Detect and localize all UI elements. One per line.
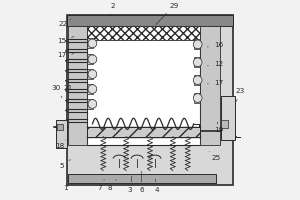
- Text: 3: 3: [128, 176, 133, 193]
- Bar: [87, 54, 93, 64]
- Bar: [68, 26, 87, 145]
- Bar: [220, 120, 229, 128]
- Bar: [194, 39, 200, 49]
- Text: 4: 4: [154, 179, 159, 193]
- Circle shape: [88, 85, 97, 93]
- Text: 21: 21: [64, 85, 79, 93]
- Bar: [194, 75, 200, 85]
- Text: 12: 12: [207, 61, 223, 67]
- Text: 16: 16: [207, 42, 223, 48]
- Bar: [87, 38, 93, 48]
- Circle shape: [193, 40, 202, 49]
- Bar: [87, 127, 200, 137]
- Text: 25: 25: [210, 152, 221, 161]
- Bar: [68, 174, 215, 183]
- Text: 7: 7: [97, 179, 104, 191]
- Text: 30: 30: [51, 85, 62, 98]
- Bar: [87, 84, 93, 94]
- Bar: [67, 15, 233, 26]
- Text: 29: 29: [156, 3, 178, 25]
- Text: 8: 8: [108, 179, 116, 191]
- Text: 5: 5: [59, 160, 70, 169]
- Bar: [200, 26, 220, 145]
- Bar: [67, 15, 233, 185]
- Bar: [194, 93, 200, 103]
- Circle shape: [193, 58, 202, 67]
- Bar: [194, 57, 200, 67]
- Bar: [87, 69, 93, 79]
- Bar: [57, 124, 63, 130]
- Bar: [220, 96, 236, 140]
- Text: 17: 17: [57, 52, 74, 58]
- Bar: [87, 26, 200, 145]
- Circle shape: [193, 94, 202, 102]
- Bar: [87, 99, 93, 109]
- Text: 2: 2: [110, 3, 116, 15]
- Circle shape: [88, 100, 97, 108]
- Bar: [87, 26, 200, 40]
- Circle shape: [88, 55, 97, 64]
- Text: 1: 1: [63, 185, 69, 191]
- Text: 23: 23: [236, 88, 245, 101]
- Text: 15: 15: [57, 36, 74, 44]
- Text: 18: 18: [55, 140, 66, 149]
- Text: 17: 17: [207, 80, 223, 86]
- Circle shape: [88, 39, 97, 48]
- Circle shape: [193, 76, 202, 85]
- Text: 6: 6: [140, 171, 144, 193]
- Bar: [56, 120, 67, 148]
- Circle shape: [88, 70, 97, 79]
- Text: 22: 22: [58, 20, 70, 27]
- Text: 19: 19: [214, 122, 223, 133]
